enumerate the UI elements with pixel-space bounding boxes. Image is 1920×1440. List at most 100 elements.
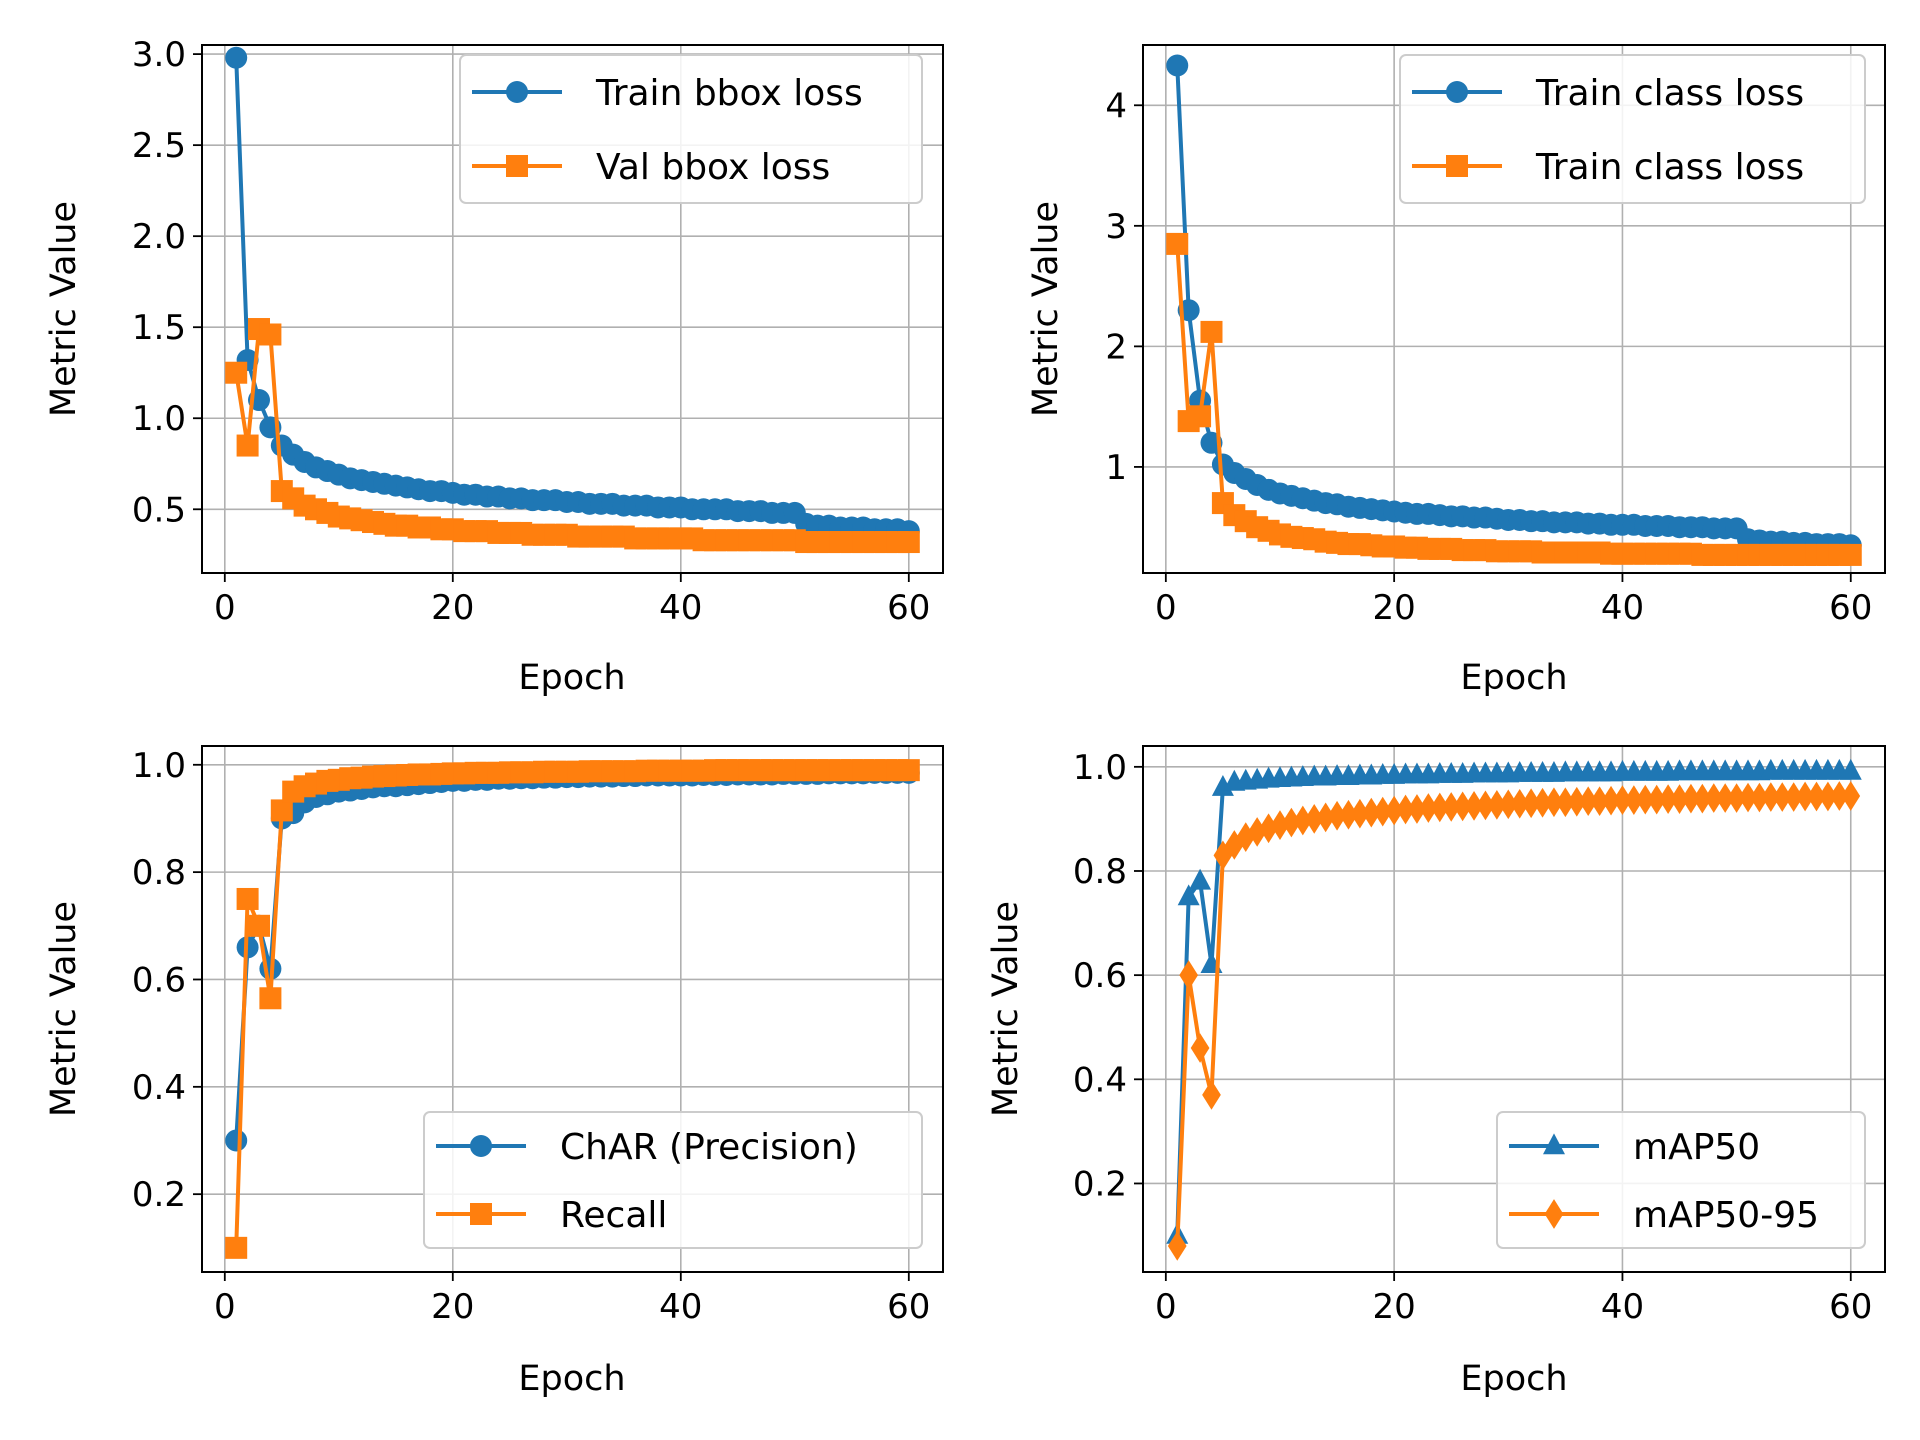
data-point [259, 987, 282, 1010]
data-point [1190, 1033, 1210, 1063]
data-point [1839, 543, 1862, 566]
y-tick-label: 0.5 [132, 490, 186, 530]
data-point [1658, 784, 1678, 814]
legend-swatch-marker [1446, 155, 1468, 177]
x-tick-label: 60 [887, 588, 930, 628]
data-point [1784, 782, 1804, 812]
y-axis-label: Metric Value [44, 901, 84, 1117]
data-point [1327, 800, 1347, 831]
legend-item: Train class loss [1412, 147, 1804, 188]
legend-label: Train class loss [1535, 73, 1804, 114]
y-tick-label: 0.8 [1073, 852, 1127, 892]
series-train-class-loss [1166, 232, 1862, 566]
y-axis-label: Metric Value [986, 901, 1026, 1117]
data-point [1441, 792, 1461, 822]
axes-frame [1142, 745, 1886, 1273]
x-axis-label: Epoch [1460, 658, 1567, 698]
legend-label: ChAR (Precision) [560, 1127, 858, 1168]
data-point [897, 759, 920, 782]
series-recall [225, 759, 920, 1259]
legend-item: Train class loss [1412, 73, 1804, 114]
y-tick-label: 2.0 [132, 217, 186, 257]
data-point [1556, 787, 1575, 818]
data-point [1681, 783, 1701, 814]
legend: Train class loss Train class loss [1399, 54, 1866, 204]
x-tick-label: 20 [431, 588, 474, 628]
data-point [225, 46, 248, 69]
ticks: 0 20 40 60 0.2 0.4 0.6 0.8 1.0 [132, 746, 931, 1327]
legend-label: Train class loss [1535, 147, 1804, 188]
data-point [1647, 784, 1667, 815]
x-axis-label: Epoch [518, 658, 625, 698]
legend: Train bbox loss Val bbox loss [459, 54, 923, 204]
axes-frame [201, 745, 944, 1273]
x-tick-label: 40 [659, 1287, 702, 1327]
data-point [1727, 783, 1746, 813]
series-val-bbox-loss [225, 318, 920, 554]
x-tick-label: 20 [1373, 588, 1416, 628]
data-point [225, 1236, 248, 1259]
series-train-class-loss [1166, 54, 1862, 557]
data-point [1282, 807, 1301, 838]
data-point [1200, 320, 1223, 343]
axes-frame [1142, 44, 1886, 574]
legend-label: mAP50-95 [1633, 1195, 1819, 1236]
x-axis-label: Epoch [1460, 1359, 1567, 1399]
y-tick-label: 2.5 [132, 126, 186, 166]
legend-item: Recall [436, 1195, 667, 1236]
data-point [236, 887, 259, 910]
legend-swatch-marker [506, 81, 528, 103]
data-point [1419, 793, 1438, 823]
legend-swatch-marker [506, 155, 528, 177]
data-point [1430, 792, 1450, 823]
axes-frame [201, 44, 944, 574]
legend: mAP50 mAP50-95 [1496, 1111, 1866, 1249]
data-point [1316, 802, 1335, 833]
data-point [1601, 785, 1621, 816]
data-point [1453, 791, 1472, 822]
legend-swatch-marker [470, 1135, 492, 1157]
y-tick-label: 4 [1105, 86, 1127, 126]
y-axis-label: Metric Value [44, 201, 84, 417]
legend-swatch-marker [1544, 1199, 1564, 1229]
series-group [225, 46, 920, 554]
data-point [225, 361, 248, 384]
y-tick-label: 0.4 [1073, 1060, 1127, 1100]
data-point [248, 914, 270, 937]
data-point [225, 1129, 248, 1152]
legend-label: mAP50 [1633, 1127, 1760, 1168]
x-axis-label: Epoch [518, 1359, 625, 1399]
y-tick-label: 1.5 [132, 308, 186, 348]
legend-swatch-marker [470, 1203, 492, 1225]
data-point [1750, 782, 1769, 813]
data-point [1189, 868, 1212, 890]
series-train-bbox-loss [225, 46, 920, 543]
data-point [1189, 405, 1212, 428]
legend-box [423, 1111, 923, 1249]
x-tick-label: 40 [659, 588, 702, 628]
series-group [1166, 758, 1862, 1261]
y-tick-label: 0.6 [132, 960, 186, 1000]
data-point [1704, 783, 1724, 813]
legend-item: mAP50 [1509, 1127, 1760, 1168]
data-point [1715, 783, 1735, 813]
data-point [1166, 54, 1189, 77]
x-tick-label: 0 [1155, 1287, 1177, 1327]
data-point [1533, 787, 1552, 818]
x-tick-label: 0 [214, 588, 236, 628]
data-point [1635, 784, 1655, 815]
data-point [1350, 798, 1370, 829]
data-point [1738, 782, 1758, 813]
x-tick-label: 40 [1601, 1287, 1644, 1327]
data-point [1339, 799, 1358, 830]
data-point [1177, 884, 1200, 906]
data-point [1818, 781, 1838, 812]
series-map50-95 [1167, 781, 1861, 1261]
data-point [1167, 1231, 1187, 1261]
chart-bbox-loss: 0 20 40 60 0.5 1.0 1.5 2.0 2.5 3.0 Epoch Metric V… [44, 35, 944, 698]
data-point [1476, 790, 1495, 821]
y-axis-label: Metric Value [1026, 201, 1066, 417]
data-point [259, 323, 282, 346]
series-group [225, 759, 920, 1259]
